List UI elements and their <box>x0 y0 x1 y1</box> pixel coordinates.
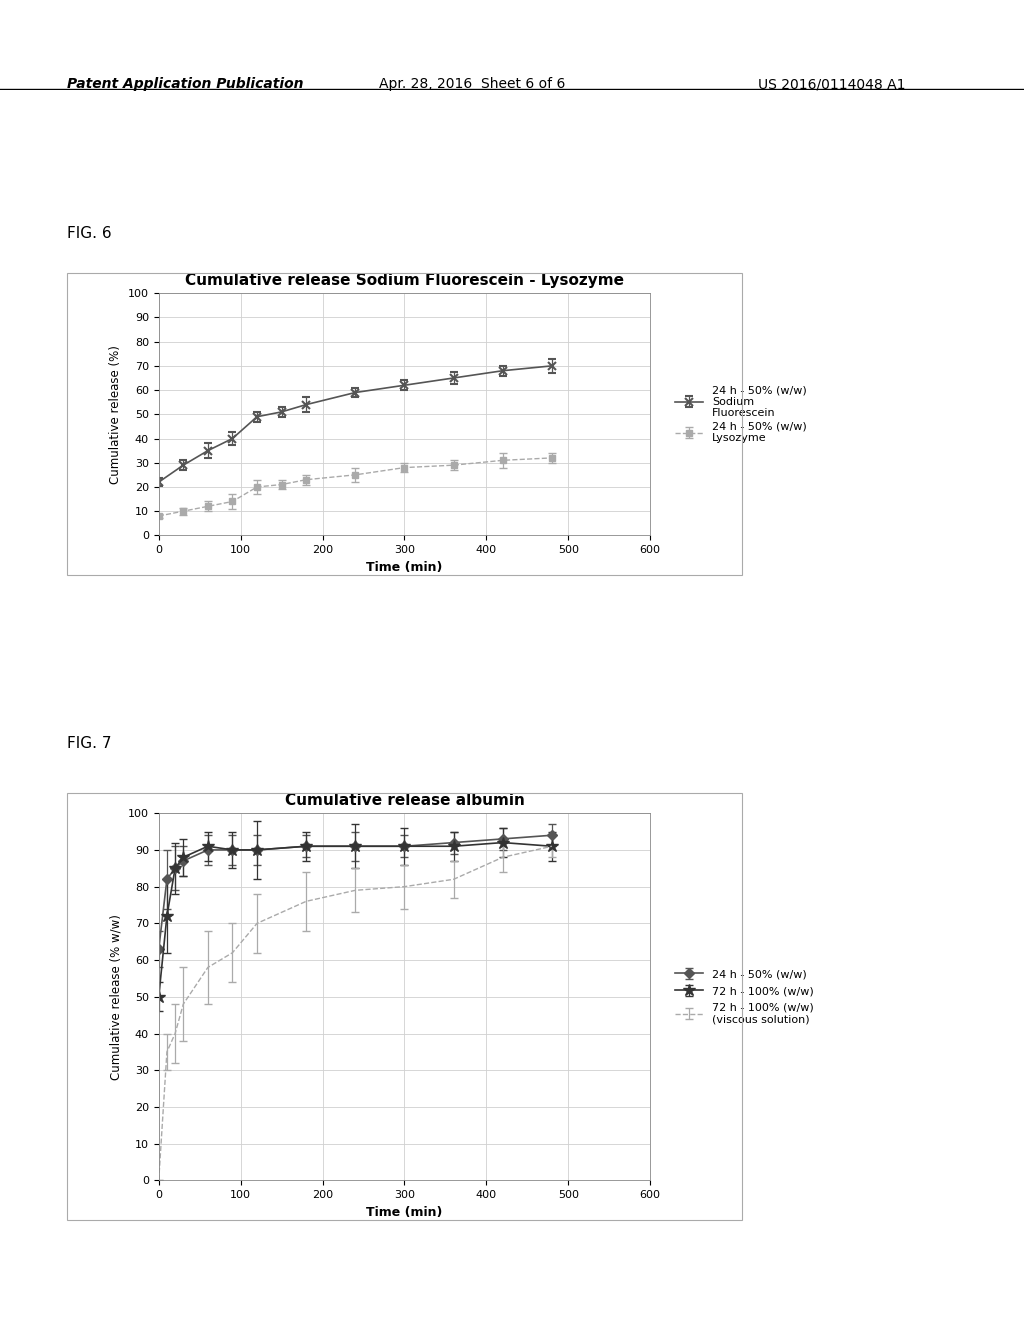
Y-axis label: Cumulative release (%): Cumulative release (%) <box>110 345 123 483</box>
Title: Cumulative release Sodium Fluorescein - Lysozyme: Cumulative release Sodium Fluorescein - … <box>185 273 624 288</box>
Text: FIG. 7: FIG. 7 <box>67 737 111 751</box>
Text: Apr. 28, 2016  Sheet 6 of 6: Apr. 28, 2016 Sheet 6 of 6 <box>379 77 565 91</box>
X-axis label: Time (min): Time (min) <box>367 561 442 574</box>
Legend: 24 h - 50% (w/w)
Sodium
Fluorescein, 24 h - 50% (w/w)
Lysozyme: 24 h - 50% (w/w) Sodium Fluorescein, 24 … <box>676 385 807 444</box>
Legend: 24 h - 50% (w/w), 72 h - 100% (w/w), 72 h - 100% (w/w)
(viscous solution): 24 h - 50% (w/w), 72 h - 100% (w/w), 72 … <box>676 969 814 1024</box>
Y-axis label: Cumulative release (% w/w): Cumulative release (% w/w) <box>110 913 123 1080</box>
Text: Patent Application Publication: Patent Application Publication <box>67 77 303 91</box>
Text: FIG. 6: FIG. 6 <box>67 226 112 242</box>
Text: US 2016/0114048 A1: US 2016/0114048 A1 <box>758 77 905 91</box>
Title: Cumulative release albumin: Cumulative release albumin <box>285 793 524 808</box>
X-axis label: Time (min): Time (min) <box>367 1205 442 1218</box>
